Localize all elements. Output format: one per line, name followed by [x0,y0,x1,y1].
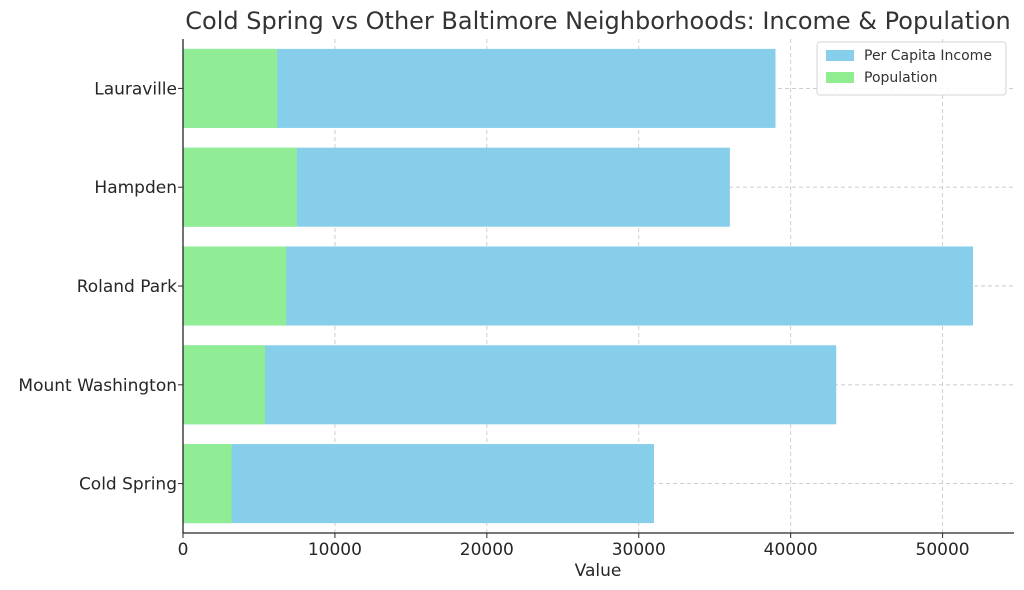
bar-population [183,345,266,425]
y-tick-label: Roland Park [77,277,177,297]
legend-swatch [826,72,854,83]
bar-population [183,444,232,524]
bar-income [183,48,776,128]
x-tick-label: 40000 [764,540,818,560]
legend-box [816,41,1007,96]
y-tick-label: Lauraville [94,79,177,99]
bars [183,48,973,524]
y-tick-label: Cold Spring [79,475,177,495]
legend-label: Population [864,70,938,86]
x-tick-label: 30000 [612,540,666,560]
bar-population [183,48,278,128]
x-tick-label: 0 [178,540,189,560]
chart-title: Cold Spring vs Other Baltimore Neighborh… [185,7,1010,35]
x-tick-label: 50000 [916,540,970,560]
bar-income [183,246,973,326]
y-tick-label: Mount Washington [18,376,177,396]
x-axis-label: Value [575,561,622,581]
x-tick-label: 20000 [460,540,514,560]
bar-income [183,345,837,425]
bar-population [183,147,297,227]
legend: Per Capita Income Population [816,41,1007,96]
x-tick-labels: 0 10000 20000 30000 40000 50000 [178,533,970,560]
x-tick-label: 10000 [308,540,362,560]
bar-income [183,444,654,524]
bar-population [183,246,287,326]
legend-label: Per Capita Income [864,48,992,64]
y-tick-labels: Cold Spring Mount Washington Roland Park Ha… [18,79,183,495]
legend-swatch [826,50,854,61]
y-tick-label: Hampden [94,178,177,198]
